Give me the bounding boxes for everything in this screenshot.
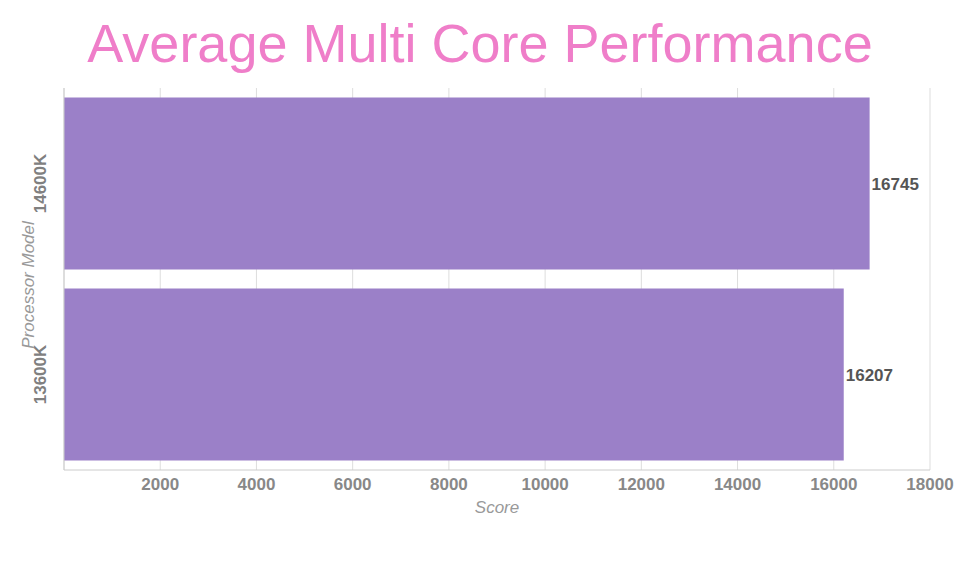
- html-text:Score: Score: [474, 498, 520, 517]
- svg-text:8000: 8000: [430, 475, 468, 494]
- svg-text:12000: 12000: [618, 475, 665, 494]
- svg-text:16207: 16207: [846, 366, 893, 385]
- svg-text:16000: 16000: [810, 475, 857, 494]
- svg-text:18000: 18000: [906, 475, 952, 494]
- svg-text:4000: 4000: [238, 475, 276, 494]
- svg-text:14600K: 14600K: [31, 153, 50, 213]
- html-text:Average Multi Core Performance: Average Multi Core Performance: [87, 13, 873, 73]
- svg-text:2000: 2000: [141, 475, 179, 494]
- svg-text:14000: 14000: [714, 475, 761, 494]
- html-text:Processor Model: Processor Model: [19, 221, 38, 349]
- svg-text:10000: 10000: [521, 475, 568, 494]
- svg-text:16745: 16745: [872, 175, 919, 194]
- svg-text:13600K: 13600K: [31, 344, 50, 404]
- svg-text:6000: 6000: [334, 475, 372, 494]
